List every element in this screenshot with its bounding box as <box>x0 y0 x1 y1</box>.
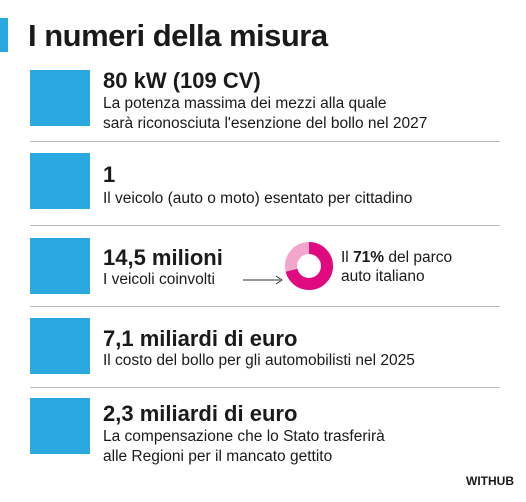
donut-arc <box>285 242 333 290</box>
text-line: La compensazione che lo Stato trasferirà <box>103 428 385 445</box>
heading: 80 kW (109 CV) <box>103 68 261 93</box>
text-line: La potenza massima dei mezzi alla quale <box>103 95 387 112</box>
donut-text: Il 71% del parco <box>341 249 452 267</box>
heading: 1 <box>103 162 116 187</box>
brand: WITHUB <box>466 474 514 488</box>
donut-text: auto italiano <box>341 268 425 285</box>
accent-bar <box>0 18 8 52</box>
percent: 71% <box>353 249 385 266</box>
text-line: Il veicolo (auto o moto) esentato per ci… <box>103 190 413 207</box>
separator <box>30 225 500 226</box>
person-car-icon <box>30 153 90 209</box>
text: Il <box>341 249 349 266</box>
text: del parco <box>388 249 453 266</box>
arrow-head <box>275 275 283 285</box>
heading: 2,3 miliardi di euro <box>103 401 298 426</box>
heading: 7,1 miliardi di euro <box>103 326 298 351</box>
separator <box>30 141 500 142</box>
text-line: I veicoli coinvolti <box>103 271 215 288</box>
title: I numeri della misura <box>28 18 328 53</box>
separator <box>30 306 500 307</box>
text-line: sarà riconosciuta l'esenzione del bollo … <box>103 115 428 132</box>
text-line: Il costo del bollo per gli automobilisti… <box>103 352 415 369</box>
text-line: alle Regioni per il mancato gettito <box>103 448 333 465</box>
heading: 14,5 milioni <box>103 245 223 270</box>
italy-icon <box>30 398 90 454</box>
money-icon <box>30 318 90 374</box>
vehicles-icon <box>30 238 90 294</box>
separator <box>30 387 500 388</box>
engine-icon <box>30 70 90 126</box>
